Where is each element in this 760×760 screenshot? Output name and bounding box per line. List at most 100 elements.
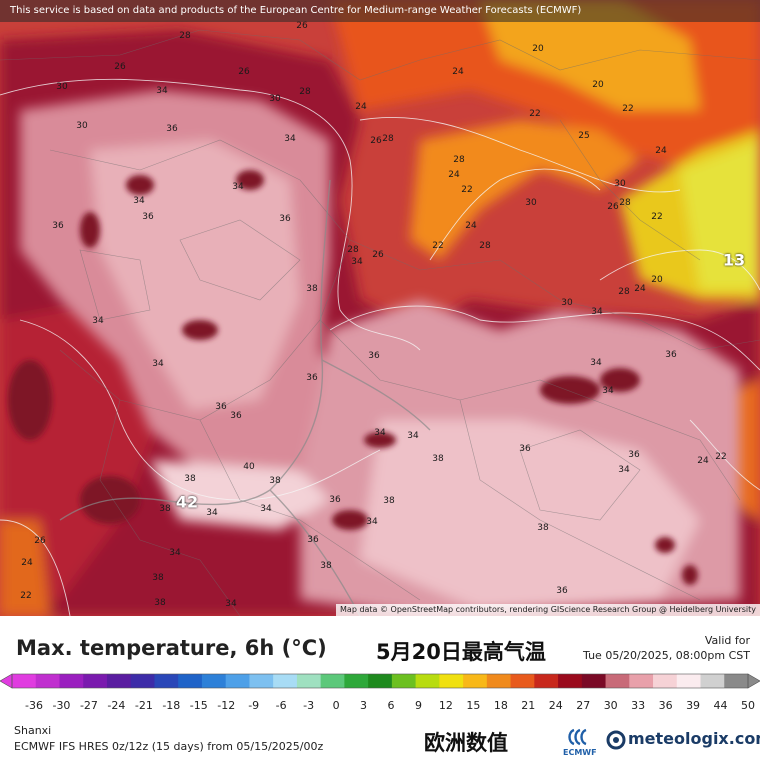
- isotherm-label: 28: [299, 87, 311, 97]
- isotherm-label: 38: [432, 454, 444, 464]
- legend-footer: Max. temperature, 6h (°C) 5月20日最高气温 Vali…: [0, 616, 760, 760]
- isotherm-label: 36: [279, 214, 291, 224]
- valid-time: Tue 05/20/2025, 08:00pm CST: [583, 649, 750, 662]
- colorbar-tick: -18: [162, 699, 181, 712]
- isotherm-label: 28: [619, 198, 631, 208]
- isotherm-label: 34: [374, 428, 386, 438]
- isotherm-label: 24: [21, 558, 33, 568]
- isotherm-label: 26: [114, 62, 126, 72]
- isotherm-label: 36: [52, 221, 64, 231]
- colorbar-tick: -30: [52, 699, 71, 712]
- isotherm-label: 36: [166, 124, 178, 134]
- colorbar-low-arrow: [0, 673, 13, 689]
- colorbar-frame: [11, 673, 749, 689]
- colorbar-swatch: [558, 674, 583, 688]
- isotherm-label: 34: [92, 316, 104, 326]
- isotherm-label: 22: [432, 241, 444, 251]
- extreme-temperature-label: 42: [175, 492, 199, 512]
- isotherm-label: 36: [306, 373, 318, 383]
- colorbar-swatch: [676, 674, 702, 688]
- colorbar-tick: -24: [107, 699, 126, 712]
- ecmwf-logo-text: ECMWF: [563, 748, 597, 757]
- isotherm-label: 22: [622, 104, 634, 114]
- isotherm-label: 34: [591, 307, 603, 317]
- colorbar-tick: 18: [493, 699, 508, 712]
- isotherm-label: 26: [372, 250, 384, 260]
- isotherm-label: 36: [665, 350, 677, 360]
- colorbar-swatch: [35, 674, 60, 688]
- colorbar-high-arrow: [747, 673, 760, 689]
- isotherm-label: 30: [76, 121, 88, 131]
- isotherm-label: 34: [351, 257, 363, 267]
- isotherm-label: 20: [532, 44, 544, 54]
- colorbar-swatch: [486, 674, 512, 688]
- isotherm-label: 38: [154, 598, 166, 608]
- temperature-field: [0, 0, 760, 616]
- colorbar-swatch: [178, 674, 203, 688]
- isotherm-label: 26: [34, 536, 46, 546]
- isotherm-label: 34: [602, 386, 614, 396]
- colorbar-swatch: [59, 674, 84, 688]
- temperature-colorbar: -36 -30 -27 -24 -21 -18 -15 -12 -9 -6 -3 0 3 6 9 12 15 18…: [0, 670, 760, 712]
- isotherm-label: 38: [269, 476, 281, 486]
- isotherm-label: 22: [529, 109, 541, 119]
- isotherm-label: 22: [651, 212, 663, 222]
- isotherm-label: 30: [56, 82, 68, 92]
- isotherm-label: 34: [284, 134, 296, 144]
- colorbar-swatch: [629, 674, 654, 688]
- colorbar-tick: 44: [713, 699, 728, 712]
- isotherm-label: 30: [561, 298, 573, 308]
- isotherm-label: 26: [238, 67, 250, 77]
- isotherm-label: 30: [525, 198, 537, 208]
- isotherm-label: 38: [537, 523, 549, 533]
- isotherm-label: 36: [230, 411, 242, 421]
- colorbar-swatch: [581, 674, 607, 688]
- isotherm-label: 36: [628, 450, 640, 460]
- colorbar-tick: 50: [741, 699, 755, 712]
- isotherm-label: 36: [142, 212, 154, 222]
- isotherm-label: 22: [20, 591, 32, 601]
- colorbar-swatch: [344, 674, 369, 688]
- isotherm-label: 24: [697, 456, 709, 466]
- isotherm-label: 34: [206, 508, 218, 518]
- isotherm-label: 24: [465, 221, 477, 231]
- temperature-map[interactable]: 26 28 26 30 26 28 30 34 36 30 34 34 34 36 36 36 38 34 34 36…: [0, 0, 760, 616]
- colorbar-tick: -21: [134, 699, 153, 712]
- isotherm-label: 36: [307, 535, 319, 545]
- isotherm-label: 38: [320, 561, 332, 571]
- isotherm-label: 30: [614, 179, 626, 189]
- isotherm-label: 36: [519, 444, 531, 454]
- colorbar-tick: 21: [521, 699, 536, 712]
- colorbar-swatch: [724, 674, 749, 688]
- colorbar-swatch: [12, 674, 37, 688]
- colorbar-swatch: [130, 674, 155, 688]
- colorbar-swatches: [0, 673, 760, 689]
- isotherm-label: 38: [184, 474, 196, 484]
- meteologix-logo-icon[interactable]: [606, 730, 626, 750]
- isotherm-label: 28: [347, 245, 359, 255]
- colorbar-swatch: [154, 674, 179, 688]
- colorbar-swatch: [605, 674, 630, 688]
- colorbar-swatch: [653, 674, 678, 688]
- isotherm-label: 36: [329, 495, 341, 505]
- colorbar-swatch: [320, 674, 345, 688]
- valid-label: Valid for: [704, 634, 750, 647]
- meteologix-link[interactable]: meteologix.com: [628, 729, 760, 748]
- ecmwf-logo-icon[interactable]: [562, 726, 602, 758]
- colorbar-tick: -15: [189, 699, 208, 712]
- isotherm-label: 36: [215, 402, 227, 412]
- colorbar-tick: 33: [631, 699, 646, 712]
- colorbar-swatch: [296, 674, 322, 688]
- map-data-attribution[interactable]: Map data © OpenStreetMap contributors, r…: [336, 604, 760, 616]
- colorbar-swatch: [368, 674, 393, 688]
- colorbar-swatch: [415, 674, 440, 688]
- isotherm-label: 40: [243, 462, 255, 472]
- isotherm-label: 34: [156, 86, 168, 96]
- isotherm-label: 38: [306, 284, 318, 294]
- colorbar-tick: 3: [360, 699, 368, 712]
- source-label-cn: 欧洲数值: [424, 731, 508, 755]
- isotherm-label: 34: [618, 465, 630, 475]
- colorbar-swatch: [83, 674, 108, 688]
- colorbar-swatch: [201, 674, 227, 688]
- colorbar-tick: -3: [303, 699, 315, 712]
